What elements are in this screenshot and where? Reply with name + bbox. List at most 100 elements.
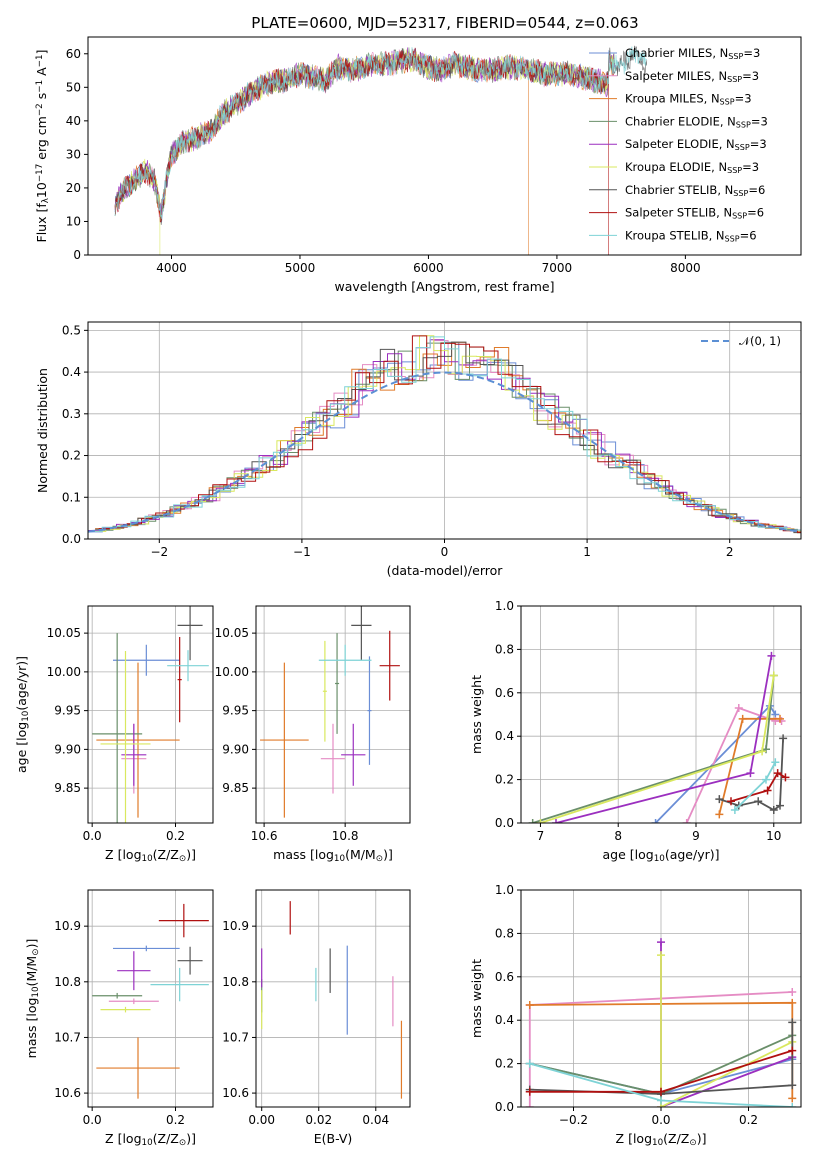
- plus-marker: [746, 769, 755, 778]
- y-tick-label: 50: [66, 80, 81, 94]
- plus-marker: [715, 810, 724, 819]
- panel-weight-vs-age: 7 8 9 10 0.0 0.2 0.4 0.6 0.8 1.0 age [log10(age/yr…: [469, 599, 802, 864]
- y-tick-label: 0.2: [62, 449, 81, 463]
- axes-frame: [255, 605, 411, 824]
- plus-marker: [657, 1087, 665, 1096]
- y-tick-label: 30: [66, 147, 81, 161]
- x-tick-label: 0.2: [739, 1113, 758, 1127]
- weight-line: [660, 955, 793, 1107]
- plus-marker: [525, 1087, 534, 1096]
- y-tick-label: 10.00: [215, 665, 249, 679]
- axes-frame: [87, 889, 214, 1108]
- x-tick-label: 7000: [542, 261, 573, 275]
- y-tick-label: 0.3: [62, 407, 81, 421]
- plus-marker: [788, 987, 797, 996]
- x-tick-label: 0.2: [166, 829, 185, 843]
- plot-area: [92, 606, 209, 823]
- legend-entry: Salpeter ELODIE, NSSP=3: [625, 137, 767, 152]
- y-tick-label: 10.8: [54, 975, 81, 989]
- y-tick-label: 10.05: [47, 626, 81, 640]
- y-tick-label: 60: [66, 47, 81, 61]
- plus-marker: [715, 795, 724, 804]
- legend-entry: Chabrier MILES, NSSP=3: [625, 46, 760, 61]
- axes-frame: [87, 605, 214, 824]
- x-axis-label: wavelength [Angstrom, rest frame]: [334, 279, 554, 294]
- legend-entry: Chabrier ELODIE, NSSP=3: [625, 114, 768, 129]
- x-axis-label: Z [log10(Z/Z⊙)]: [105, 847, 196, 864]
- plus-marker: [758, 747, 767, 756]
- y-axis-label: Flux [fλ10−17 erg cm−2 s−1 A−1]: [34, 50, 51, 243]
- plus-marker: [788, 1018, 797, 1027]
- plus-marker: [727, 797, 735, 806]
- plus-marker: [779, 734, 788, 743]
- plus-marker: [773, 769, 782, 778]
- y-axis-label: mass weight: [469, 675, 484, 754]
- y-tick-label: 0.4: [62, 365, 81, 379]
- plus-marker: [771, 758, 780, 767]
- x-tick-label: 4000: [156, 261, 187, 275]
- y-tick-label: 0.2: [495, 773, 514, 787]
- plus-marker: [763, 786, 772, 795]
- x-tick-label: 10: [766, 829, 781, 843]
- y-tick-label: 0.1: [62, 490, 81, 504]
- figure-title: PLATE=0600, MJD=52317, FIBERID=0544, z=0…: [251, 14, 638, 32]
- plus-marker: [754, 797, 763, 806]
- gaussian-curve: [88, 371, 801, 533]
- weight-line: [540, 675, 775, 823]
- y-tick-label: 0.4: [495, 729, 514, 743]
- x-tick-label: 8: [614, 829, 622, 843]
- y-tick-label: 0.5: [62, 323, 81, 337]
- x-axis-label: mass [log10(M/M⊙)]: [273, 847, 393, 864]
- plot-area: [88, 335, 801, 534]
- y-axis-label: mass weight: [469, 959, 484, 1038]
- weight-line: [555, 655, 773, 823]
- legend-entry: Salpeter STELIB, NSSP=6: [625, 206, 764, 221]
- y-tick-label: 9.90: [222, 742, 249, 756]
- x-tick-label: 0.00: [248, 1113, 275, 1127]
- y-tick-label: 10.6: [222, 1086, 249, 1100]
- x-axis-label: E(B-V): [314, 1131, 353, 1146]
- axes-frame: [87, 36, 802, 256]
- y-tick-label: 0.4: [495, 1013, 514, 1027]
- x-axis-label: (data-model)/error: [387, 563, 504, 578]
- x-axis-label: age [log10(age/yr)]: [602, 847, 719, 864]
- y-tick-label: 0: [73, 248, 81, 262]
- histogram-step: [98, 335, 801, 533]
- panel-spectrum: 4000 5000 6000 7000 8000 0 10 20 30 40 50 60 wavelen…: [34, 36, 802, 294]
- legend-entry: Kroupa ELODIE, NSSP=3: [625, 160, 759, 175]
- weight-line: [719, 738, 784, 812]
- y-tick-label: 0.8: [495, 926, 514, 940]
- x-tick-label: 1: [583, 545, 591, 559]
- plot-area: [261, 901, 403, 1099]
- x-tick-label: 8000: [670, 261, 701, 275]
- panel-age-vs-mass: 10.6 10.8 9.85 9.90 9.95 10.00 10.05 mass [log1…: [215, 605, 411, 864]
- y-tick-label: 9.85: [222, 781, 249, 795]
- y-tick-label: 0.8: [495, 642, 514, 656]
- x-tick-label: 0: [441, 545, 449, 559]
- y-tick-label: 10.8: [222, 975, 249, 989]
- panel-mass-vs-Z: 0.0 0.2 10.6 10.7 10.8 10.9 Z [log10(Z/Z⊙)] mas…: [24, 889, 214, 1148]
- x-tick-label: 7: [537, 829, 545, 843]
- plus-marker: [651, 819, 660, 823]
- y-tick-label: 9.95: [54, 704, 81, 718]
- x-axis-label: Z [log10(Z/Z⊙)]: [105, 1131, 196, 1148]
- y-tick-label: 10.9: [222, 919, 249, 933]
- plus-marker: [788, 1081, 797, 1090]
- plus-marker: [657, 951, 665, 960]
- axes-frame: [520, 889, 802, 1108]
- y-tick-label: 0.0: [495, 1100, 514, 1114]
- x-tick-label: 9: [692, 829, 700, 843]
- axes-frame: [255, 889, 411, 1108]
- plus-marker: [738, 714, 747, 723]
- x-tick-label: 10.8: [332, 829, 359, 843]
- x-tick-label: 0.0: [651, 1113, 670, 1127]
- plus-marker: [788, 998, 797, 1007]
- y-axis-label: mass [log10(M/M⊙)]: [24, 939, 41, 1059]
- y-tick-label: 10.7: [54, 1030, 81, 1044]
- plus-marker: [767, 651, 776, 660]
- y-tick-label: 10.05: [215, 626, 249, 640]
- x-tick-label: 0.02: [305, 1113, 332, 1127]
- plot-area: [260, 606, 400, 818]
- axes-frame: [87, 321, 802, 540]
- legend-entry: Kroupa MILES, NSSP=3: [625, 92, 752, 107]
